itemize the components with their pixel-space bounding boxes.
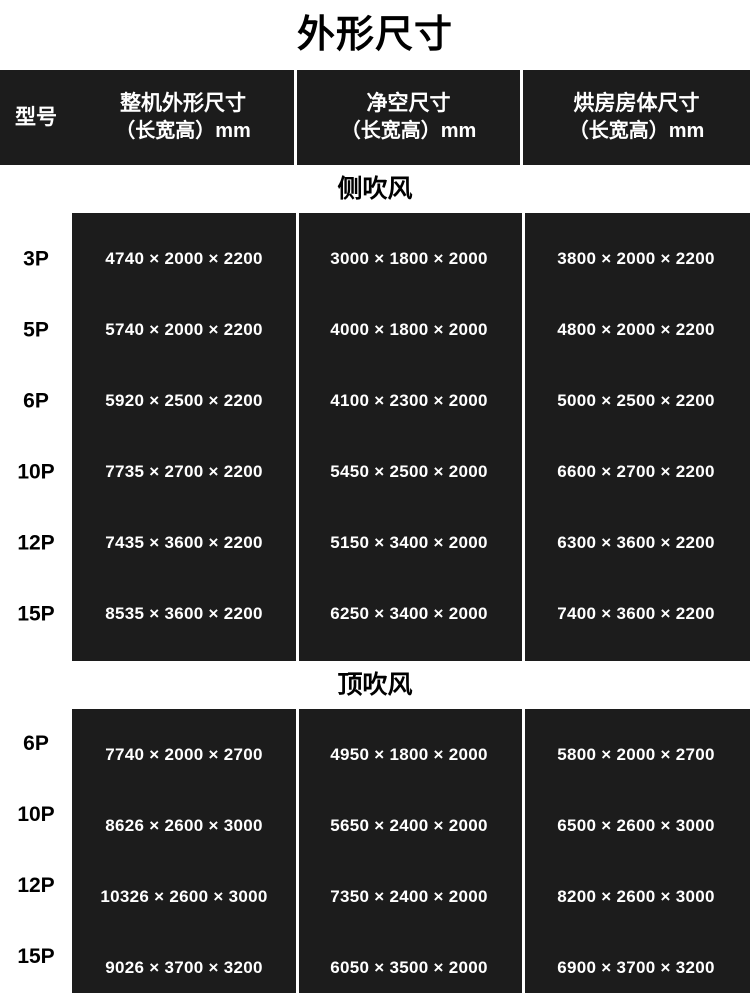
section-data-block: 3P 4740 × 2000 × 2200 3000 × 1800 × 2000 38… (17, 213, 750, 661)
block-bottom-padding (72, 649, 750, 661)
table-row: 5P 5740 × 2000 × 2200 4000 × 1800 × 2000 48… (23, 294, 750, 365)
cell-room-dimensions: 6500 × 2600 × 3000 (557, 815, 715, 835)
table-row: 12P 7435 × 3600 × 2200 5150 × 3400 × 2000 6… (17, 507, 750, 578)
cell-room-dimensions: 5000 × 2500 × 2200 (557, 390, 715, 410)
row-model-label: 10P (17, 803, 55, 826)
cell-clearance-dimensions: 5450 × 2500 × 2000 (330, 461, 488, 481)
section-band: 侧吹风 (0, 165, 750, 213)
cell-clearance-dimensions: 5150 × 3400 × 2000 (330, 532, 488, 552)
column-header-room: 烘房房体尺寸 （长宽高）mm (523, 70, 750, 165)
column-header-overall: 整机外形尺寸 （长宽高）mm (72, 70, 297, 165)
column-header-clearance: 净空尺寸 （长宽高）mm (297, 70, 523, 165)
table-row: 15P 8535 × 3600 × 2200 6250 × 3400 × 2000 7… (17, 578, 750, 649)
row-model-label: 6P (23, 389, 49, 412)
cell-clearance-dimensions: 5650 × 2400 × 2000 (330, 815, 488, 835)
column-header-model-label: 型号 (15, 105, 57, 129)
cell-clearance-dimensions: 6250 × 3400 × 2000 (330, 603, 488, 623)
row-model-label: 3P (23, 247, 49, 270)
cell-clearance-dimensions: 4100 × 2300 × 2000 (330, 390, 488, 410)
cell-clearance-dimensions: 4000 × 1800 × 2000 (330, 319, 488, 339)
cell-overall-dimensions: 8535 × 3600 × 2200 (105, 603, 263, 623)
table-row: 12P 10326 × 2600 × 3000 7350 × 2400 × 2000… (17, 861, 750, 932)
table-header-row: 型号 整机外形尺寸 （长宽高）mm 净空尺寸 （长宽高）mm 烘房房体尺寸 （长… (0, 70, 750, 165)
cell-overall-dimensions: 8626 × 2600 × 3000 (105, 815, 263, 835)
cell-overall-dimensions: 9026 × 3700 × 3200 (105, 957, 263, 977)
section-title: 顶吹风 (337, 670, 413, 699)
table-sections: 侧吹风 3P 4740 × 2000 × 2200 3000 × 1800 × 200… (0, 165, 750, 993)
row-model-label: 6P (23, 732, 49, 755)
table-row: 3P 4740 × 2000 × 2200 3000 × 1800 × 2000 38… (23, 223, 750, 294)
row-model-label: 10P (17, 460, 55, 483)
cell-clearance-dimensions: 7350 × 2400 × 2000 (330, 886, 488, 906)
column-header-room-line1: 烘房房体尺寸 (573, 92, 700, 116)
row-model-label: 15P (17, 602, 55, 625)
table-row: 15P 9026 × 3700 × 3200 6050 × 3500 × 2000 6… (17, 932, 750, 993)
table-row: 6P 5920 × 2500 × 2200 4100 × 2300 × 2000 50… (23, 365, 750, 436)
row-model-label: 12P (17, 531, 55, 554)
row-model-label: 12P (17, 874, 55, 897)
table-row: 6P 7740 × 2000 × 2700 4950 × 1800 × 2000 58… (23, 719, 750, 790)
column-header-overall-line2: （长宽高）mm (115, 120, 251, 143)
cell-room-dimensions: 5800 × 2000 × 2700 (557, 744, 715, 764)
cell-overall-dimensions: 7740 × 2000 × 2700 (105, 744, 263, 764)
cell-room-dimensions: 4800 × 2000 × 2200 (557, 319, 715, 339)
cell-overall-dimensions: 5740 × 2000 × 2200 (105, 319, 263, 339)
cell-clearance-dimensions: 6050 × 3500 × 2000 (330, 957, 488, 977)
section-data-block: 6P 7740 × 2000 × 2700 4950 × 1800 × 2000 58… (17, 709, 750, 993)
table-row: 10P 8626 × 2600 × 3000 5650 × 2400 × 2000 6… (17, 790, 750, 861)
row-model-label: 15P (17, 945, 55, 968)
page-title: 外形尺寸 (296, 14, 453, 56)
cell-room-dimensions: 6600 × 2700 × 2200 (557, 461, 715, 481)
cell-overall-dimensions: 7735 × 2700 × 2200 (105, 461, 263, 481)
column-header-clearance-line2: （长宽高）mm (340, 120, 477, 143)
row-model-label: 5P (23, 318, 49, 341)
table-row: 10P 7735 × 2700 × 2200 5450 × 2500 × 2000 6… (17, 436, 750, 507)
cell-room-dimensions: 8200 × 2600 × 3000 (557, 886, 715, 906)
column-header-clearance-line1: 净空尺寸 (366, 92, 451, 116)
cell-room-dimensions: 7400 × 3600 × 2200 (557, 603, 715, 623)
page-title-bar: 外形尺寸 (0, 0, 750, 70)
cell-overall-dimensions: 10326 × 2600 × 3000 (100, 886, 268, 906)
column-header-room-line2: （长宽高）mm (568, 120, 705, 143)
column-header-model: 型号 (0, 70, 72, 165)
section-band: 顶吹风 (0, 661, 750, 709)
cell-overall-dimensions: 5920 × 2500 × 2200 (105, 390, 263, 410)
cell-overall-dimensions: 7435 × 3600 × 2200 (105, 532, 263, 552)
cell-room-dimensions: 6300 × 3600 × 2200 (557, 532, 715, 552)
cell-overall-dimensions: 4740 × 2000 × 2200 (105, 248, 263, 268)
cell-room-dimensions: 6900 × 3700 × 3200 (557, 957, 715, 977)
column-header-overall-line1: 整机外形尺寸 (120, 92, 246, 116)
section-title: 侧吹风 (337, 174, 413, 203)
cell-clearance-dimensions: 3000 × 1800 × 2000 (330, 248, 488, 268)
cell-room-dimensions: 3800 × 2000 × 2200 (557, 248, 715, 268)
block-top-padding (72, 213, 750, 223)
block-top-padding (72, 709, 750, 719)
cell-clearance-dimensions: 4950 × 1800 × 2000 (330, 744, 488, 764)
